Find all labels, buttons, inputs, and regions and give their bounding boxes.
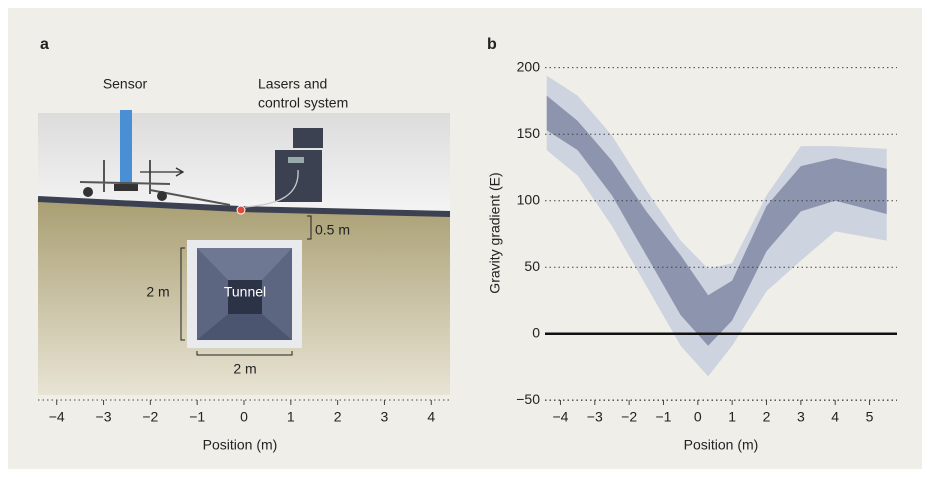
- x-tick-label: 5: [866, 409, 874, 425]
- sensor: [120, 110, 132, 186]
- lasers-label: Lasers and: [258, 76, 327, 92]
- x-tick-label: 1: [287, 409, 295, 425]
- y-tick-label: 100: [517, 191, 541, 207]
- x-tick-label: −3: [96, 409, 112, 425]
- wheel: [83, 187, 93, 197]
- laser-top: [293, 128, 323, 148]
- x-tick-label: 0: [240, 409, 248, 425]
- laser-display: [288, 157, 304, 163]
- x-tick-label: −1: [655, 409, 671, 425]
- x-tick-label: −1: [189, 409, 205, 425]
- x-tick-label: 1: [728, 409, 736, 425]
- y-tick-label: 150: [517, 125, 541, 141]
- wheel: [157, 191, 167, 201]
- height-label: 2 m: [146, 284, 169, 300]
- x-axis-label: Position (m): [203, 437, 278, 453]
- x-tick-label: −4: [49, 409, 65, 425]
- y-tick-label: 50: [524, 258, 540, 274]
- x-tick-label: 3: [797, 409, 805, 425]
- marker: [237, 206, 245, 214]
- sky: [38, 113, 450, 213]
- y-tick-label: 200: [517, 58, 541, 74]
- figure: a Sensor Lasers and control system 0.5 m…: [0, 0, 930, 477]
- width-label: 2 m: [233, 361, 256, 377]
- x-tick-label: −2: [621, 409, 637, 425]
- x-tick-label: −2: [142, 409, 158, 425]
- y-tick-label: −50: [516, 391, 540, 407]
- x-tick-label: −3: [587, 409, 603, 425]
- x-tick-label: −4: [552, 409, 568, 425]
- y-axis-label: Gravity gradient (E): [487, 172, 503, 293]
- tunnel-label: Tunnel: [224, 284, 266, 300]
- sensor-base: [114, 184, 138, 191]
- depth-label: 0.5 m: [315, 222, 350, 238]
- x-tick-label: 2: [334, 409, 342, 425]
- x-axis-label: Position (m): [684, 437, 759, 453]
- x-tick-label: 0: [694, 409, 702, 425]
- x-tick-label: 4: [831, 409, 839, 425]
- x-tick-label: 3: [381, 409, 389, 425]
- x-tick-label: 4: [427, 409, 435, 425]
- x-tick-label: 2: [763, 409, 771, 425]
- sensor-label: Sensor: [103, 76, 148, 92]
- lasers-label: control system: [258, 95, 348, 111]
- panel-label: a: [40, 36, 49, 53]
- panel-label: b: [487, 36, 497, 53]
- y-tick-label: 0: [532, 325, 540, 341]
